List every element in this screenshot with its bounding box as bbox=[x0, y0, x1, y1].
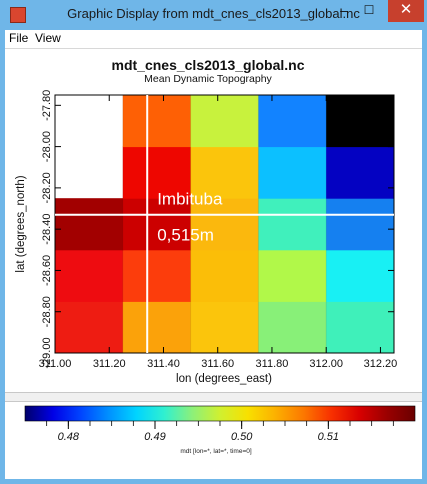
heatmap-cell bbox=[122, 146, 192, 199]
y-tick-label: -29.00 bbox=[41, 337, 53, 368]
marker-value-label: 0,515m bbox=[157, 226, 214, 245]
y-tick-label: -28.80 bbox=[41, 296, 53, 327]
colorbar-panel: 0.48 0.49 0.50 0.51 mdt [lon=*, lat=*, time… bbox=[5, 402, 422, 479]
colorbar-ticks bbox=[46, 421, 394, 429]
heatmap-cell bbox=[258, 95, 327, 148]
colorbar-tick-label: 0.51 bbox=[318, 431, 339, 443]
minimize-button[interactable]: – bbox=[340, 2, 348, 18]
window-frame-left bbox=[0, 30, 5, 484]
window-title: Graphic Display from mdt_cnes_cls2013_gl… bbox=[67, 6, 360, 21]
x-tick-label: 311.60 bbox=[201, 358, 234, 370]
plot-frame bbox=[54, 94, 395, 354]
x-tick-label: 312.20 bbox=[364, 358, 398, 370]
x-tick-label: 311.40 bbox=[147, 358, 180, 370]
heatmap-cell bbox=[122, 249, 192, 302]
y-axis-label: lat (degrees_north) bbox=[15, 175, 27, 272]
heatmap-cells bbox=[55, 95, 395, 354]
close-button[interactable]: ✕ bbox=[388, 0, 424, 22]
x-tick-label: 311.00 bbox=[39, 358, 72, 370]
grid-overlay bbox=[122, 95, 327, 353]
heatmap-cell bbox=[326, 301, 395, 354]
heatmap-cell bbox=[55, 198, 124, 251]
heatmap-cell bbox=[190, 146, 259, 199]
heatmap-cell bbox=[190, 301, 259, 354]
chart-subtitle: Mean Dynamic Topography bbox=[144, 73, 272, 85]
app-icon bbox=[10, 7, 26, 23]
y-tick-label: -28.20 bbox=[41, 172, 53, 203]
plot-panel: mdt_cnes_cls2013_global.nc Mean Dynamic … bbox=[5, 49, 422, 392]
heatmap-cell bbox=[122, 301, 192, 354]
window-titlebar: Graphic Display from mdt_cnes_cls2013_gl… bbox=[0, 0, 427, 30]
menu-file[interactable]: File bbox=[9, 31, 29, 45]
colorbar-label: mdt [lon=*, lat=*, time=0] bbox=[180, 448, 252, 455]
marker-name-label: Imbituba bbox=[157, 190, 223, 209]
x-tick-label: 312.00 bbox=[309, 358, 343, 370]
menu-view[interactable]: View bbox=[35, 31, 61, 45]
colorbar-gradient bbox=[24, 405, 416, 422]
colorbar-tick-label: 0.50 bbox=[231, 431, 253, 443]
x-tick-label: 311.20 bbox=[93, 358, 126, 370]
heatmap-plot: mdt_cnes_cls2013_global.nc Mean Dynamic … bbox=[15, 57, 398, 385]
x-tick-labels: 311.00 311.20 311.40 311.60 311.80 312.00 312.… bbox=[39, 358, 398, 370]
heatmap-cell bbox=[258, 146, 327, 199]
heatmap-cell bbox=[122, 198, 192, 251]
heatmap-cell bbox=[326, 146, 395, 199]
heatmap-cell bbox=[326, 95, 395, 148]
heatmap-cell bbox=[258, 198, 327, 251]
window-frame-bottom bbox=[0, 479, 427, 484]
heatmap-cell bbox=[190, 95, 259, 148]
y-tick-label: -28.60 bbox=[41, 255, 53, 286]
chart-title: mdt_cnes_cls2013_global.nc bbox=[112, 57, 305, 73]
x-tick-label: 311.80 bbox=[256, 358, 289, 370]
x-axis-label: lon (degrees_east) bbox=[176, 373, 272, 385]
heatmap-cell bbox=[326, 249, 395, 302]
colorbar: 0.48 0.49 0.50 0.51 mdt [lon=*, lat=*, time… bbox=[24, 405, 416, 455]
heatmap-cell bbox=[258, 301, 327, 354]
colorbar-tick-label: 0.48 bbox=[58, 431, 80, 443]
y-tick-label: -28.40 bbox=[41, 214, 53, 245]
panel-divider[interactable] bbox=[5, 392, 422, 402]
heatmap-cell bbox=[55, 301, 124, 354]
heatmap-cell bbox=[55, 249, 124, 302]
colorbar-tick-labels: 0.48 0.49 0.50 0.51 bbox=[58, 431, 339, 443]
heatmap-cell bbox=[258, 249, 327, 302]
heatmap-cell bbox=[190, 249, 259, 302]
heatmap-cell bbox=[190, 198, 259, 251]
y-tick-label: -28.00 bbox=[41, 131, 53, 162]
menu-bar: File View bbox=[5, 30, 422, 49]
window-frame-right bbox=[422, 30, 427, 484]
heatmap-cell bbox=[326, 198, 395, 251]
maximize-button[interactable]: ☐ bbox=[363, 3, 375, 17]
y-tick-labels: -29.00 -28.80 -28.60 -28.40 -28.20 -28.00 -27.… bbox=[41, 90, 53, 369]
colorbar-tick-label: 0.49 bbox=[144, 431, 165, 443]
y-tick-label: -27.80 bbox=[41, 90, 53, 121]
heatmap-cell bbox=[122, 95, 192, 148]
